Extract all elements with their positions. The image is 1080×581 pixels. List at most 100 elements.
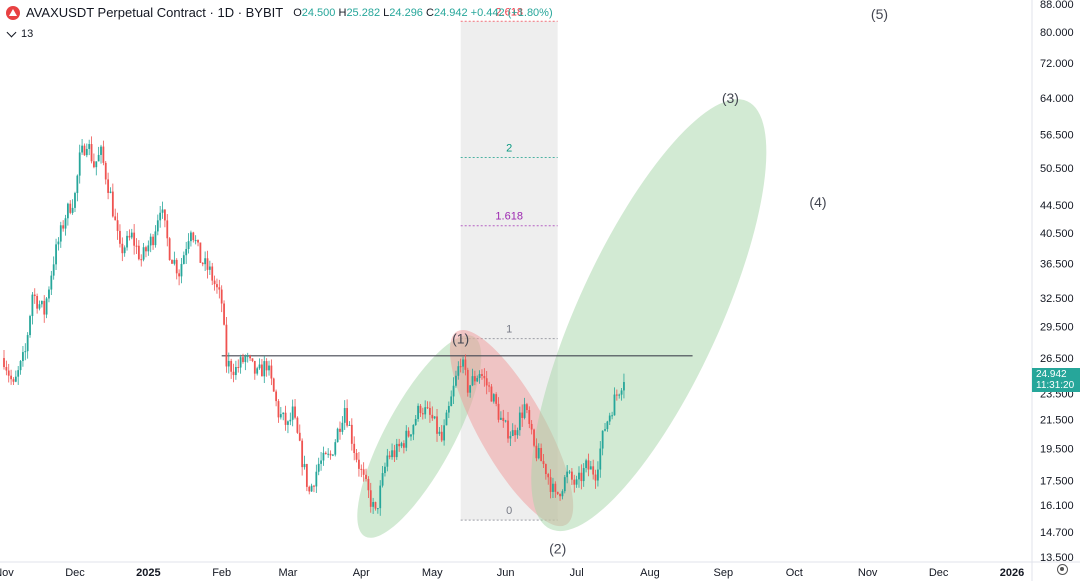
candle-up bbox=[395, 443, 398, 458]
candle-up bbox=[57, 241, 60, 245]
candle-up bbox=[504, 420, 507, 422]
candle-up bbox=[45, 298, 48, 315]
fib-level-label: 0 bbox=[506, 505, 512, 517]
candle-up bbox=[476, 378, 479, 382]
candle-down bbox=[83, 145, 86, 156]
candle-up bbox=[268, 365, 270, 371]
candle-down bbox=[398, 443, 401, 447]
candle-down bbox=[547, 474, 550, 478]
last-price: 24.942 bbox=[1036, 369, 1067, 380]
candle-down bbox=[554, 483, 557, 492]
candle-down bbox=[473, 376, 476, 382]
candle-up bbox=[173, 259, 176, 264]
wave-label: (2) bbox=[549, 540, 566, 556]
candle-up bbox=[611, 415, 614, 417]
candle-up bbox=[194, 240, 197, 242]
candle-down bbox=[362, 469, 365, 475]
y-tick-label: 64.000 bbox=[1040, 93, 1074, 105]
y-tick-label: 17.500 bbox=[1040, 475, 1074, 487]
candle-down bbox=[436, 416, 438, 434]
candle-up bbox=[561, 491, 564, 497]
candle-down bbox=[339, 428, 341, 432]
candle-up bbox=[334, 442, 337, 455]
candle-down bbox=[43, 300, 46, 315]
candle-up bbox=[130, 232, 133, 238]
candle-down bbox=[218, 287, 221, 290]
change-value: +0.442 (+1.80%) bbox=[470, 6, 553, 19]
candle-up bbox=[537, 448, 540, 459]
candle-up bbox=[287, 421, 289, 425]
candle-down bbox=[393, 450, 396, 458]
candle-up bbox=[190, 232, 192, 242]
candle-down bbox=[93, 161, 95, 168]
candle-down bbox=[535, 445, 538, 459]
candle-up bbox=[81, 145, 83, 153]
candle-up bbox=[568, 471, 571, 473]
candle-up bbox=[618, 394, 621, 396]
y-tick-label: 56.500 bbox=[1040, 130, 1074, 142]
candle-up bbox=[126, 235, 128, 248]
candle-down bbox=[533, 429, 535, 446]
candle-up bbox=[161, 209, 164, 213]
candle-down bbox=[7, 370, 10, 376]
candle-down bbox=[116, 220, 119, 231]
candle-up bbox=[185, 248, 188, 256]
candle-down bbox=[296, 417, 299, 433]
candle-down bbox=[440, 431, 443, 441]
candle-down bbox=[502, 417, 505, 421]
x-tick-label: Sep bbox=[714, 567, 734, 579]
candle-down bbox=[5, 367, 8, 371]
candle-down bbox=[530, 423, 533, 430]
y-tick-label: 72.000 bbox=[1040, 58, 1074, 70]
candle-down bbox=[237, 367, 240, 369]
candle-up bbox=[52, 264, 55, 276]
candle-down bbox=[135, 245, 138, 247]
candle-up bbox=[410, 434, 412, 437]
candle-down bbox=[407, 430, 410, 437]
candle-down bbox=[521, 412, 524, 418]
candle-down bbox=[216, 284, 218, 288]
candle-up bbox=[31, 294, 34, 317]
candle-up bbox=[322, 452, 325, 461]
candle-up bbox=[156, 220, 159, 232]
candle-up bbox=[384, 466, 386, 474]
candle-down bbox=[90, 144, 93, 162]
x-tick-label: Nov bbox=[0, 567, 14, 579]
candle-up bbox=[88, 144, 91, 149]
candle-up bbox=[180, 263, 183, 277]
settings-icon[interactable] bbox=[1057, 564, 1068, 575]
candle-down bbox=[542, 461, 545, 465]
candle-down bbox=[556, 491, 559, 494]
candle-down bbox=[497, 403, 500, 420]
candles bbox=[3, 136, 625, 516]
candle-down bbox=[199, 242, 202, 263]
candle-up bbox=[24, 351, 27, 353]
candle-down bbox=[232, 371, 235, 376]
open-value: 24.500 bbox=[301, 6, 336, 19]
candle-down bbox=[284, 412, 287, 425]
x-tick-label: May bbox=[422, 567, 443, 579]
x-tick-label: Dec bbox=[929, 567, 949, 579]
candle-down bbox=[249, 355, 251, 359]
candle-down bbox=[175, 259, 178, 274]
candle-down bbox=[265, 361, 268, 371]
candle-down bbox=[570, 471, 573, 480]
candle-down bbox=[272, 378, 275, 392]
candle-down bbox=[350, 424, 353, 444]
candle-up bbox=[391, 450, 393, 458]
candle-down bbox=[201, 262, 204, 265]
symbol-title[interactable]: AVAXUSDT Perpetual Contract · 1D · BYBIT bbox=[26, 5, 284, 20]
candle-down bbox=[152, 236, 154, 246]
candle-up bbox=[289, 419, 292, 422]
candle-up bbox=[97, 154, 100, 162]
candle-up bbox=[376, 508, 379, 510]
candle-up bbox=[279, 414, 282, 418]
candle-up bbox=[100, 146, 102, 155]
high-value: 25.282 bbox=[346, 6, 381, 19]
candle-up bbox=[234, 367, 237, 376]
indicators-toggle[interactable]: 13 bbox=[6, 27, 33, 40]
candle-down bbox=[365, 474, 367, 480]
y-tick-label: 80.000 bbox=[1040, 27, 1074, 39]
candle-up bbox=[341, 422, 344, 432]
